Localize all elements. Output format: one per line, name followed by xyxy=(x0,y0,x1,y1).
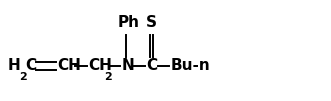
Text: 2: 2 xyxy=(104,72,112,82)
Text: H: H xyxy=(7,58,20,73)
Text: C: C xyxy=(25,58,36,73)
Text: Ph: Ph xyxy=(118,15,140,30)
Text: CH: CH xyxy=(57,58,81,73)
Text: CH: CH xyxy=(88,58,112,73)
Text: 2: 2 xyxy=(19,72,26,82)
Text: Bu-n: Bu-n xyxy=(170,58,210,73)
Text: N: N xyxy=(122,58,135,73)
Text: S: S xyxy=(146,15,157,30)
Text: C: C xyxy=(146,58,158,73)
